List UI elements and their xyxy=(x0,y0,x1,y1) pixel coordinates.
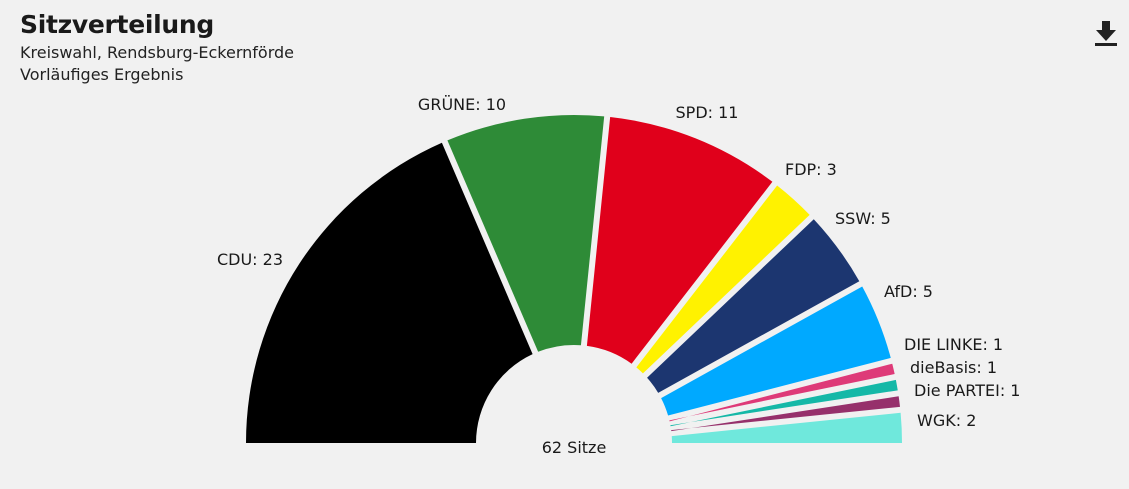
label-afd: AfD: 5 xyxy=(884,282,933,301)
slice-die-linke[interactable] xyxy=(669,363,895,422)
slice-afd[interactable] xyxy=(661,286,891,416)
slice-ssw[interactable] xyxy=(647,219,860,393)
label-diebasis: dieBasis: 1 xyxy=(910,358,997,377)
slice-die-partei[interactable] xyxy=(671,396,900,432)
chart-slices xyxy=(246,114,902,443)
label-ssw: SSW: 5 xyxy=(835,209,891,228)
chart-title: Sitzverteilung xyxy=(20,10,214,39)
chart-subtitle-line-2: Vorläufiges Ergebnis xyxy=(20,65,184,84)
label-die-linke: DIE LINKE: 1 xyxy=(904,335,1003,354)
download-icon[interactable] xyxy=(1091,18,1121,48)
label-fdp: FDP: 3 xyxy=(785,160,837,179)
label-gruene: GRÜNE: 10 xyxy=(418,95,506,114)
total-seats-label: 62 Sitze xyxy=(542,438,607,457)
label-cdu: CDU: 23 xyxy=(217,250,283,269)
slice-cdu[interactable] xyxy=(246,142,533,443)
label-die-partei: Die PARTEI: 1 xyxy=(914,381,1020,400)
chart-header: Sitzverteilung Kreiswahl, Rendsburg-Ecke… xyxy=(20,8,294,86)
slice-diebasis[interactable] xyxy=(670,379,898,427)
chart-subtitle-line-1: Kreiswahl, Rendsburg-Eckernförde xyxy=(20,43,294,62)
slice-gruene[interactable] xyxy=(447,114,605,352)
label-spd: SPD: 11 xyxy=(676,103,739,122)
label-wgk: WGK: 2 xyxy=(917,411,976,430)
slice-wgk[interactable] xyxy=(671,412,902,443)
chart-labels: CDU: 23 GRÜNE: 10 SPD: 11 FDP: 3 SSW: 5 AfD: … xyxy=(217,95,1021,430)
slice-fdp[interactable] xyxy=(636,185,810,374)
slice-spd[interactable] xyxy=(586,117,773,364)
